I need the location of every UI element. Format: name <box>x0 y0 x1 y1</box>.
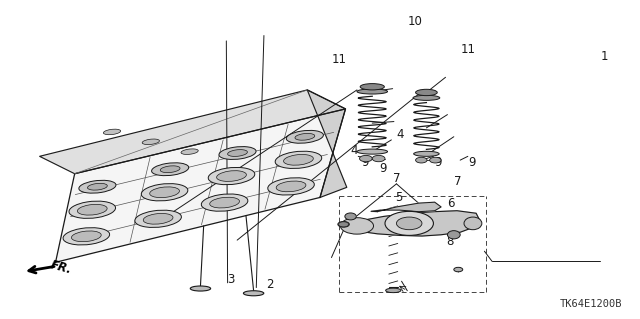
Circle shape <box>340 218 374 234</box>
Text: 2: 2 <box>266 278 273 291</box>
Polygon shape <box>307 90 347 197</box>
Text: 11: 11 <box>332 53 346 66</box>
Ellipse shape <box>415 89 437 96</box>
Ellipse shape <box>69 201 116 219</box>
Circle shape <box>360 155 372 162</box>
Circle shape <box>339 222 349 227</box>
Ellipse shape <box>63 228 109 245</box>
Ellipse shape <box>202 194 248 211</box>
Ellipse shape <box>243 291 264 296</box>
Text: 8: 8 <box>394 223 401 236</box>
Polygon shape <box>56 109 346 262</box>
Ellipse shape <box>284 154 314 165</box>
Circle shape <box>415 157 427 163</box>
Ellipse shape <box>77 204 107 215</box>
Text: 3: 3 <box>228 272 235 286</box>
Ellipse shape <box>79 180 116 193</box>
Text: 9: 9 <box>380 161 387 174</box>
Ellipse shape <box>360 84 385 90</box>
Ellipse shape <box>357 89 388 94</box>
Ellipse shape <box>208 167 255 185</box>
Polygon shape <box>371 202 441 212</box>
Polygon shape <box>40 90 346 174</box>
Ellipse shape <box>72 231 101 242</box>
Ellipse shape <box>413 151 439 156</box>
Ellipse shape <box>345 213 356 220</box>
Ellipse shape <box>150 187 179 197</box>
Text: TK64E1200B: TK64E1200B <box>560 299 623 309</box>
Ellipse shape <box>160 166 180 173</box>
Text: 1: 1 <box>600 50 608 63</box>
Ellipse shape <box>338 221 349 227</box>
Circle shape <box>429 157 441 163</box>
Ellipse shape <box>413 95 440 100</box>
Ellipse shape <box>286 130 323 143</box>
Circle shape <box>385 211 433 235</box>
Text: 6: 6 <box>447 197 455 210</box>
Ellipse shape <box>295 133 315 140</box>
Ellipse shape <box>447 231 460 239</box>
Ellipse shape <box>181 149 198 154</box>
Text: 8: 8 <box>446 234 454 248</box>
Ellipse shape <box>228 150 248 156</box>
Text: 4: 4 <box>351 144 358 157</box>
Ellipse shape <box>104 129 121 135</box>
Text: 4: 4 <box>396 128 404 141</box>
Ellipse shape <box>142 139 159 145</box>
Ellipse shape <box>268 178 314 195</box>
Ellipse shape <box>454 267 463 272</box>
Ellipse shape <box>275 151 322 168</box>
Ellipse shape <box>464 217 482 230</box>
Ellipse shape <box>135 210 181 227</box>
Text: 11: 11 <box>460 43 475 56</box>
Text: 7: 7 <box>394 172 401 185</box>
Ellipse shape <box>276 181 306 192</box>
Ellipse shape <box>219 147 256 160</box>
Ellipse shape <box>190 286 211 291</box>
Text: 10: 10 <box>407 15 422 28</box>
Text: 9: 9 <box>362 156 369 169</box>
Text: 9: 9 <box>435 156 442 169</box>
Ellipse shape <box>88 183 108 190</box>
Ellipse shape <box>216 171 246 182</box>
Text: FR.: FR. <box>49 258 73 276</box>
Ellipse shape <box>141 184 188 201</box>
Circle shape <box>396 217 422 230</box>
Ellipse shape <box>143 213 173 224</box>
Text: 5: 5 <box>395 191 403 204</box>
Circle shape <box>372 155 385 162</box>
Ellipse shape <box>210 197 239 208</box>
Ellipse shape <box>152 163 189 176</box>
Text: 9: 9 <box>468 156 476 169</box>
Ellipse shape <box>386 288 401 293</box>
Text: 7: 7 <box>454 175 461 188</box>
Ellipse shape <box>357 149 388 154</box>
Polygon shape <box>342 211 479 236</box>
